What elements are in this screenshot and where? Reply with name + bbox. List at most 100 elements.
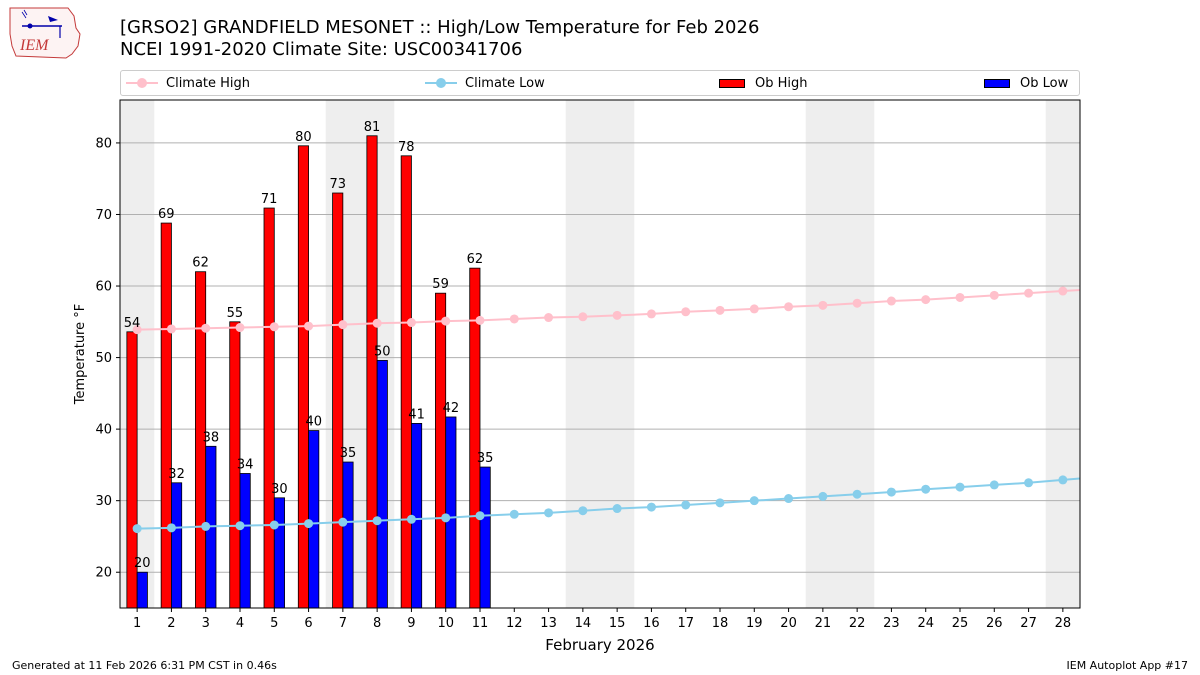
ob-high-label: 81 bbox=[364, 120, 381, 135]
ob-low-swatch bbox=[984, 78, 1010, 88]
ob-high-bar bbox=[332, 192, 344, 609]
climate-low-point bbox=[989, 480, 999, 490]
x-tick-label: 17 bbox=[677, 616, 694, 631]
ob-high-label: 69 bbox=[158, 207, 175, 222]
x-tick-label: 15 bbox=[609, 616, 626, 631]
climate-high-point bbox=[578, 312, 588, 322]
ob-high-label: 59 bbox=[432, 277, 449, 292]
weekend-band bbox=[840, 100, 875, 608]
climate-high-point bbox=[681, 307, 691, 317]
title-line-1: [GRSO2] GRANDFIELD MESONET :: High/Low T… bbox=[120, 17, 760, 38]
climate-low-point bbox=[441, 513, 451, 523]
iem-logo: IEM bbox=[9, 7, 81, 59]
climate-high-point bbox=[372, 318, 382, 328]
climate-low-point bbox=[749, 496, 759, 506]
x-tick-label: 5 bbox=[270, 616, 278, 631]
climate-low-line bbox=[137, 477, 1081, 530]
climate-high-point bbox=[749, 304, 759, 314]
climate-low-point bbox=[1024, 478, 1034, 488]
x-tick-label: 16 bbox=[643, 616, 660, 631]
ob-high-label: 71 bbox=[261, 192, 278, 207]
x-axis-label: February 2026 bbox=[545, 636, 654, 654]
ob-low-bar bbox=[342, 461, 354, 609]
climate-low-point bbox=[852, 489, 862, 499]
y-tick-label: 40 bbox=[95, 423, 112, 438]
ob-low-bar bbox=[205, 445, 217, 609]
ob-low-bar bbox=[273, 497, 285, 609]
climate-low-point bbox=[406, 514, 416, 524]
x-tick-label: 25 bbox=[952, 616, 969, 631]
ob-high-bar bbox=[400, 155, 412, 609]
ob-low-label: 30 bbox=[271, 482, 288, 497]
climate-low-point bbox=[166, 523, 176, 533]
x-tick-label: 18 bbox=[712, 616, 729, 631]
ob-high-bar bbox=[195, 271, 207, 609]
climate-high-point bbox=[989, 290, 999, 300]
x-tick-label: 14 bbox=[575, 616, 592, 631]
climate-high-point bbox=[612, 310, 622, 320]
climate-low-point bbox=[338, 517, 348, 527]
x-tick-label: 23 bbox=[883, 616, 900, 631]
y-axis-label: Temperature °F bbox=[73, 304, 88, 405]
x-tick-label: 1 bbox=[133, 616, 141, 631]
y-tick-label: 30 bbox=[95, 494, 112, 509]
climate-high-point bbox=[475, 315, 485, 325]
ob-low-label: 42 bbox=[443, 401, 460, 416]
climate-high-line bbox=[137, 288, 1081, 331]
ob-low-bar bbox=[479, 466, 491, 609]
climate-high-point bbox=[1058, 286, 1068, 296]
climate-low-point bbox=[132, 524, 142, 534]
climate-high-point bbox=[886, 296, 896, 306]
weekend-band bbox=[805, 100, 840, 608]
climate-low-point bbox=[921, 484, 931, 494]
x-tick-label: 4 bbox=[236, 616, 244, 631]
ob-high-bar bbox=[263, 207, 275, 609]
ob-high-label: 78 bbox=[398, 140, 415, 155]
climate-low-point bbox=[475, 511, 485, 521]
ob-high-label: 54 bbox=[124, 316, 141, 331]
ob-high-bar bbox=[297, 145, 309, 609]
ob-high-swatch bbox=[719, 78, 745, 88]
climate-low-point bbox=[304, 519, 314, 529]
climate-low-point bbox=[509, 509, 519, 519]
x-tick-label: 12 bbox=[506, 616, 523, 631]
legend-climate-low: Climate Low bbox=[425, 71, 545, 95]
x-tick-label: 28 bbox=[1055, 616, 1072, 631]
climate-high-point bbox=[235, 323, 245, 333]
ob-low-label: 32 bbox=[168, 467, 185, 482]
ob-high-label: 62 bbox=[192, 256, 209, 271]
ob-low-label: 35 bbox=[477, 451, 494, 466]
climate-low-point bbox=[681, 500, 691, 510]
title-line-2: NCEI 1991-2020 Climate Site: USC00341706 bbox=[120, 39, 523, 60]
climate-low-point bbox=[818, 491, 828, 501]
chart-title: [GRSO2] GRANDFIELD MESONET :: High/Low T… bbox=[120, 17, 759, 61]
x-tick-label: 9 bbox=[407, 616, 415, 631]
x-tick-label: 3 bbox=[202, 616, 210, 631]
legend-label-climate-high: Climate High bbox=[166, 75, 251, 91]
climate-high-point bbox=[201, 323, 211, 333]
x-tick-label: 26 bbox=[986, 616, 1003, 631]
x-tick-label: 24 bbox=[917, 616, 934, 631]
climate-low-point bbox=[269, 520, 279, 530]
ob-high-bar bbox=[126, 331, 138, 609]
ob-low-label: 20 bbox=[134, 556, 151, 571]
legend-label-ob-low: Ob Low bbox=[1020, 75, 1069, 91]
climate-low-point bbox=[715, 498, 725, 508]
x-tick-label: 10 bbox=[437, 616, 454, 631]
x-tick-label: 13 bbox=[540, 616, 557, 631]
ob-low-label: 34 bbox=[237, 457, 254, 472]
climate-low-point bbox=[372, 516, 382, 526]
climate-low-point bbox=[578, 506, 588, 516]
ob-low-bar bbox=[171, 482, 183, 609]
ob-low-label: 35 bbox=[340, 446, 357, 461]
ob-low-label: 38 bbox=[203, 430, 220, 445]
footer-app: IEM Autoplot App #17 bbox=[1066, 659, 1189, 672]
climate-low-point bbox=[201, 521, 211, 531]
climate-high-point bbox=[852, 298, 862, 308]
climate-high-point bbox=[818, 300, 828, 310]
ob-low-bar bbox=[136, 571, 148, 609]
y-tick-label: 60 bbox=[95, 280, 112, 295]
legend-label-ob-high: Ob High bbox=[755, 75, 808, 91]
climate-high-point bbox=[166, 324, 176, 334]
